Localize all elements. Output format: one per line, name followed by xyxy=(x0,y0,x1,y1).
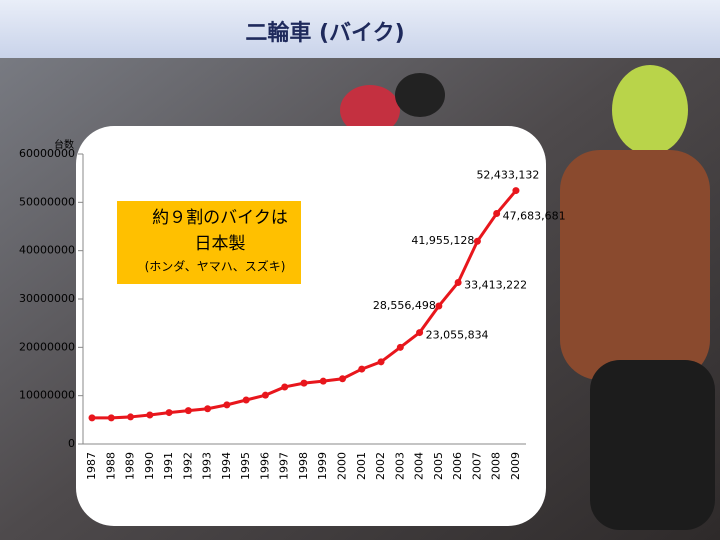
data-point xyxy=(454,279,462,287)
photo-helmet xyxy=(612,65,688,155)
photo-motorbike xyxy=(590,360,715,530)
y-tick-label: 60000000 xyxy=(19,147,75,160)
x-tick-label: 1988 xyxy=(104,452,117,480)
photo-jacket xyxy=(560,150,710,380)
slide-title: 二輪車 (バイク) xyxy=(245,20,404,46)
data-point xyxy=(107,414,115,422)
x-tick-label: 1996 xyxy=(258,452,271,480)
x-tick-label: 1995 xyxy=(239,452,252,480)
data-point xyxy=(88,414,96,422)
data-point xyxy=(146,411,154,419)
data-point xyxy=(204,405,212,413)
x-tick-label: 2008 xyxy=(490,452,503,480)
x-tick-label: 1998 xyxy=(297,452,310,480)
data-label: 28,556,498 xyxy=(373,299,436,312)
data-point xyxy=(493,210,501,218)
x-tick-label: 1990 xyxy=(143,452,156,480)
y-tick-label: 20000000 xyxy=(19,340,75,353)
data-point xyxy=(300,379,308,387)
x-tick-label: 2007 xyxy=(470,452,483,480)
annotation-note: (ホンダ、ヤマハ、スズキ) xyxy=(145,259,286,274)
photo-helmet xyxy=(395,73,445,117)
y-axis-label: 台数 xyxy=(54,138,74,151)
data-label: 52,433,132 xyxy=(476,169,539,182)
data-point xyxy=(358,365,366,373)
x-tick-label: 1991 xyxy=(162,452,175,480)
data-point xyxy=(435,302,443,310)
data-point xyxy=(165,409,173,417)
x-tick-label: 1999 xyxy=(316,452,329,480)
data-label: 47,683,681 xyxy=(503,210,566,223)
annotation-line: 約９割のバイクは xyxy=(152,208,288,228)
data-label: 41,955,128 xyxy=(411,234,474,247)
data-point xyxy=(184,407,192,415)
x-tick-label: 2002 xyxy=(374,452,387,480)
x-tick-label: 1989 xyxy=(124,452,137,480)
data-point xyxy=(339,375,347,383)
data-point xyxy=(473,237,481,245)
x-tick-label: 1994 xyxy=(220,452,233,480)
y-tick-label: 50000000 xyxy=(19,195,75,208)
data-point xyxy=(512,187,520,195)
x-tick-label: 2000 xyxy=(336,452,349,480)
y-tick-label: 30000000 xyxy=(19,292,75,305)
data-point xyxy=(223,401,231,409)
x-tick-label: 1987 xyxy=(85,452,98,480)
data-point xyxy=(242,396,250,404)
y-tick-label: 40000000 xyxy=(19,244,75,257)
x-tick-label: 1997 xyxy=(278,452,291,480)
x-tick-label: 1993 xyxy=(201,452,214,480)
x-tick-label: 2005 xyxy=(432,452,445,480)
data-point xyxy=(281,383,289,391)
data-label: 23,055,834 xyxy=(426,329,489,342)
x-tick-label: 2006 xyxy=(451,452,464,480)
data-point xyxy=(127,413,135,421)
x-tick-label: 2003 xyxy=(393,452,406,480)
x-tick-label: 2004 xyxy=(413,452,426,480)
data-point xyxy=(319,377,327,385)
data-point xyxy=(261,391,269,399)
annotation-line: 日本製 xyxy=(195,234,246,254)
y-tick-label: 0 xyxy=(68,437,75,450)
data-label: 33,413,222 xyxy=(464,279,527,292)
annotation-box xyxy=(117,201,301,284)
title-band xyxy=(0,0,720,58)
x-tick-label: 2009 xyxy=(509,452,522,480)
x-tick-label: 1992 xyxy=(181,452,194,480)
y-tick-label: 10000000 xyxy=(19,389,75,402)
x-tick-label: 2001 xyxy=(355,452,368,480)
data-point xyxy=(377,358,385,366)
data-point xyxy=(396,343,404,351)
data-point xyxy=(416,329,424,337)
photo-helmet xyxy=(340,85,400,135)
